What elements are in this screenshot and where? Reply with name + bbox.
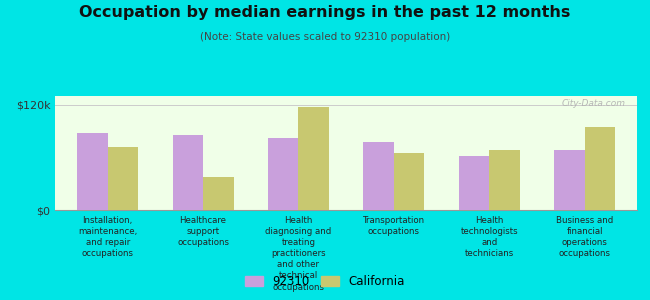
Bar [77, 133, 108, 210]
Text: (Note: State values scaled to 92310 population): (Note: State values scaled to 92310 popu… [200, 32, 450, 41]
Text: Health
technologists
and
technicians: Health technologists and technicians [460, 216, 518, 258]
Text: Transportation
occupations: Transportation occupations [363, 216, 425, 236]
Bar [459, 156, 489, 210]
Bar [489, 150, 520, 210]
Text: Business and
financial
operations
occupations: Business and financial operations occupa… [556, 216, 613, 258]
Bar [268, 138, 298, 210]
Bar [394, 153, 424, 210]
Bar [203, 177, 233, 210]
Bar [172, 136, 203, 210]
Text: City-Data.com: City-Data.com [562, 99, 625, 108]
Bar [298, 106, 329, 210]
Bar [584, 127, 615, 210]
Text: Installation,
maintenance,
and repair
occupations: Installation, maintenance, and repair oc… [78, 216, 137, 258]
Bar [554, 150, 584, 210]
Text: Healthcare
support
occupations: Healthcare support occupations [177, 216, 229, 247]
Legend: 92310, California: 92310, California [240, 270, 410, 292]
Text: Occupation by median earnings in the past 12 months: Occupation by median earnings in the pas… [79, 4, 571, 20]
Text: Health
diagnosing and
treating
practitioners
and other
technical
occupations: Health diagnosing and treating practitio… [265, 216, 332, 292]
Bar [363, 142, 394, 210]
Bar [108, 147, 138, 210]
